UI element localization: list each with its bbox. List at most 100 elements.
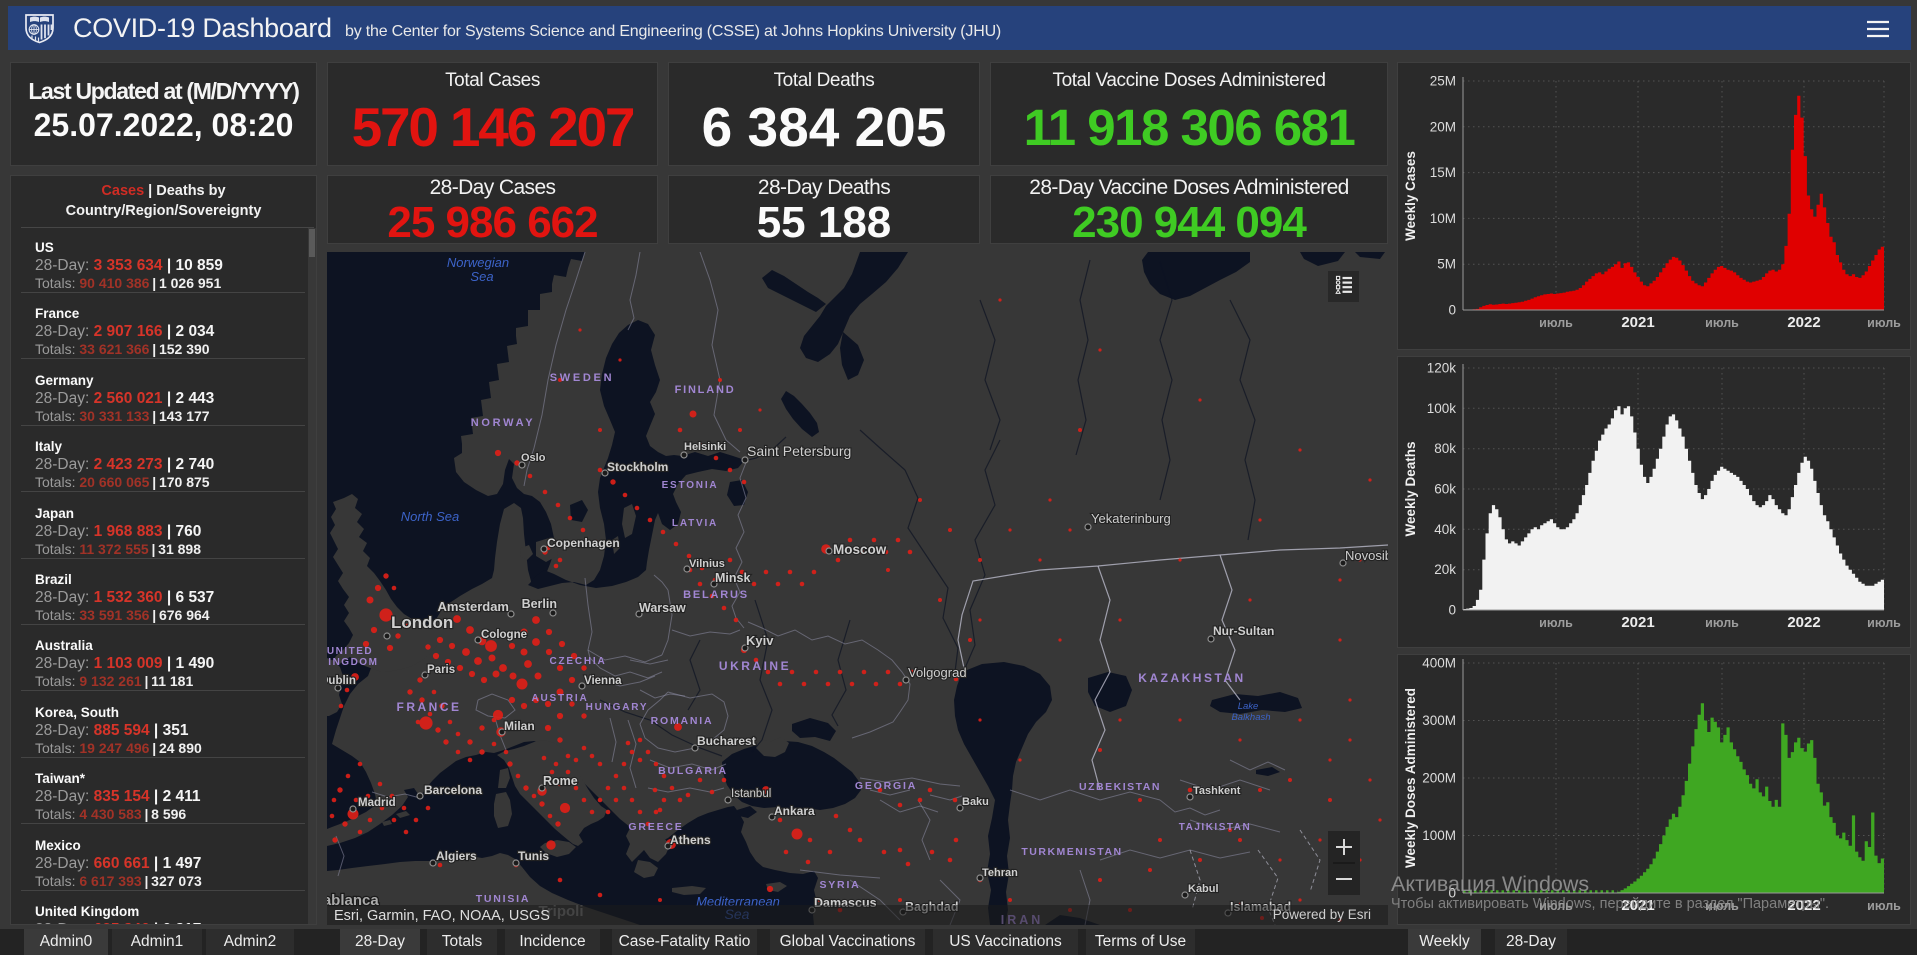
svg-text:Moscow: Moscow — [833, 542, 887, 557]
svg-text:North Sea: North Sea — [401, 509, 460, 524]
svg-text:Baku: Baku — [962, 796, 989, 808]
svg-text:SYRIA: SYRIA — [819, 879, 860, 891]
svg-text:Yekaterinburg: Yekaterinburg — [1091, 511, 1171, 526]
svg-text:UKRAINE: UKRAINE — [719, 659, 791, 673]
svg-text:Lake: Lake — [1238, 701, 1259, 712]
svg-text:15M: 15M — [1430, 165, 1456, 180]
svg-text:Algiers: Algiers — [436, 849, 477, 863]
svg-text:20k: 20k — [1434, 562, 1456, 577]
svg-text:5M: 5M — [1437, 257, 1456, 272]
svg-text:Weekly Doses Administered: Weekly Doses Administered — [1403, 688, 1418, 868]
svg-text:80k: 80k — [1434, 441, 1456, 456]
svg-text:Weekly Cases: Weekly Cases — [1403, 151, 1418, 241]
svg-text:июль: июль — [1539, 899, 1573, 913]
svg-text:Amsterdam: Amsterdam — [437, 599, 509, 614]
svg-text:TAJIKISTAN: TAJIKISTAN — [1179, 822, 1251, 833]
svg-text:BULGARIA: BULGARIA — [658, 765, 728, 777]
svg-text:KAZAKHSTAN: KAZAKHSTAN — [1138, 671, 1245, 685]
svg-text:40k: 40k — [1434, 522, 1456, 537]
svg-text:AUSTRIA: AUSTRIA — [531, 693, 588, 704]
svg-text:FINLAND: FINLAND — [675, 384, 736, 396]
svg-text:июль: июль — [1705, 316, 1739, 330]
svg-text:KINGDOM: KINGDOM — [327, 657, 378, 668]
svg-text:100M: 100M — [1422, 828, 1456, 843]
svg-text:0: 0 — [1448, 603, 1456, 618]
svg-text:200M: 200M — [1422, 771, 1456, 786]
svg-text:TUNISIA: TUNISIA — [476, 893, 531, 905]
svg-text:июль: июль — [1705, 616, 1739, 630]
svg-text:2022: 2022 — [1787, 314, 1820, 331]
svg-text:HUNGARY: HUNGARY — [586, 702, 649, 713]
svg-text:Barcelona: Barcelona — [424, 783, 482, 797]
svg-text:Minsk: Minsk — [715, 571, 750, 585]
svg-text:UZBEKISTAN: UZBEKISTAN — [1079, 781, 1161, 793]
svg-text:Ankara: Ankara — [774, 804, 815, 818]
svg-text:июль: июль — [1539, 616, 1573, 630]
svg-text:Kabul: Kabul — [1188, 883, 1219, 895]
svg-text:Weekly Deaths: Weekly Deaths — [1403, 441, 1418, 536]
svg-text:Esri, Garmin, FAO, NOAA, USGS: Esri, Garmin, FAO, NOAA, USGS — [334, 908, 550, 924]
svg-text:GEORGIA: GEORGIA — [855, 780, 917, 792]
svg-text:25M: 25M — [1430, 74, 1456, 89]
svg-text:Milan: Milan — [504, 719, 535, 733]
svg-text:10M: 10M — [1430, 211, 1456, 226]
svg-text:Istanbul: Istanbul — [731, 788, 771, 800]
svg-text:2022: 2022 — [1787, 897, 1820, 914]
svg-text:20M: 20M — [1430, 119, 1456, 134]
svg-text:GREECE: GREECE — [628, 821, 683, 833]
svg-text:FRANCE: FRANCE — [397, 700, 462, 714]
svg-text:0: 0 — [1448, 886, 1456, 901]
svg-text:Norwegian: Norwegian — [447, 255, 509, 270]
svg-text:Vienna: Vienna — [584, 675, 622, 687]
svg-text:300M: 300M — [1422, 713, 1456, 728]
svg-text:Bucharest: Bucharest — [697, 734, 756, 748]
svg-text:TURKMENISTAN: TURKMENISTAN — [1021, 846, 1122, 858]
svg-text:Berlin: Berlin — [522, 597, 557, 611]
svg-text:2021: 2021 — [1621, 314, 1654, 331]
svg-text:UNITED: UNITED — [327, 646, 373, 657]
svg-text:2021: 2021 — [1621, 614, 1654, 631]
svg-text:ROMANIA: ROMANIA — [651, 715, 714, 727]
svg-text:ESTONIA: ESTONIA — [662, 480, 719, 491]
svg-text:Saint Petersburg: Saint Petersburg — [747, 443, 851, 459]
svg-text:Oslo: Oslo — [521, 452, 546, 464]
svg-text:London: London — [391, 613, 453, 632]
svg-text:LATVIA: LATVIA — [672, 518, 718, 529]
svg-text:2021: 2021 — [1621, 897, 1654, 914]
svg-text:Nur-Sultan: Nur-Sultan — [1213, 624, 1274, 638]
svg-text:Paris: Paris — [427, 664, 455, 676]
svg-text:2022: 2022 — [1787, 614, 1820, 631]
svg-text:Stockholm: Stockholm — [607, 460, 668, 474]
svg-text:100k: 100k — [1427, 401, 1457, 416]
svg-text:июль: июль — [1867, 316, 1901, 330]
svg-text:Balkhash: Balkhash — [1231, 712, 1270, 723]
svg-text:Tashkent: Tashkent — [1193, 785, 1241, 797]
svg-text:Athens: Athens — [670, 833, 711, 847]
svg-text:Powered by Esri: Powered by Esri — [1273, 907, 1371, 922]
svg-text:NORWAY: NORWAY — [471, 417, 536, 429]
svg-text:Helsinki: Helsinki — [684, 441, 726, 453]
svg-text:Kyiv: Kyiv — [746, 633, 774, 648]
svg-text:июль: июль — [1867, 899, 1901, 913]
svg-text:Warsaw: Warsaw — [639, 601, 686, 615]
svg-text:120k: 120k — [1427, 361, 1457, 376]
svg-text:Novosibirsk: Novosibirsk — [1345, 548, 1388, 563]
svg-text:60k: 60k — [1434, 482, 1456, 497]
svg-text:Vilnius: Vilnius — [689, 558, 725, 570]
svg-text:Sea: Sea — [470, 269, 493, 284]
svg-text:0: 0 — [1448, 303, 1456, 318]
svg-text:CZECHIA: CZECHIA — [549, 656, 606, 667]
svg-text:Tehran: Tehran — [982, 867, 1018, 879]
svg-text:400M: 400M — [1422, 656, 1456, 671]
svg-text:BELARUS: BELARUS — [683, 589, 749, 601]
svg-text:Tunis: Tunis — [518, 849, 549, 863]
svg-text:Cologne: Cologne — [481, 629, 527, 641]
svg-text:Rome: Rome — [543, 774, 578, 788]
svg-text:июль: июль — [1867, 616, 1901, 630]
svg-text:Madrid: Madrid — [358, 797, 396, 809]
svg-text:июль: июль — [1705, 899, 1739, 913]
svg-text:Dublin: Dublin — [327, 675, 356, 687]
svg-text:SWEDEN: SWEDEN — [550, 372, 614, 384]
svg-text:июль: июль — [1539, 316, 1573, 330]
svg-text:Volgograd: Volgograd — [908, 665, 967, 680]
